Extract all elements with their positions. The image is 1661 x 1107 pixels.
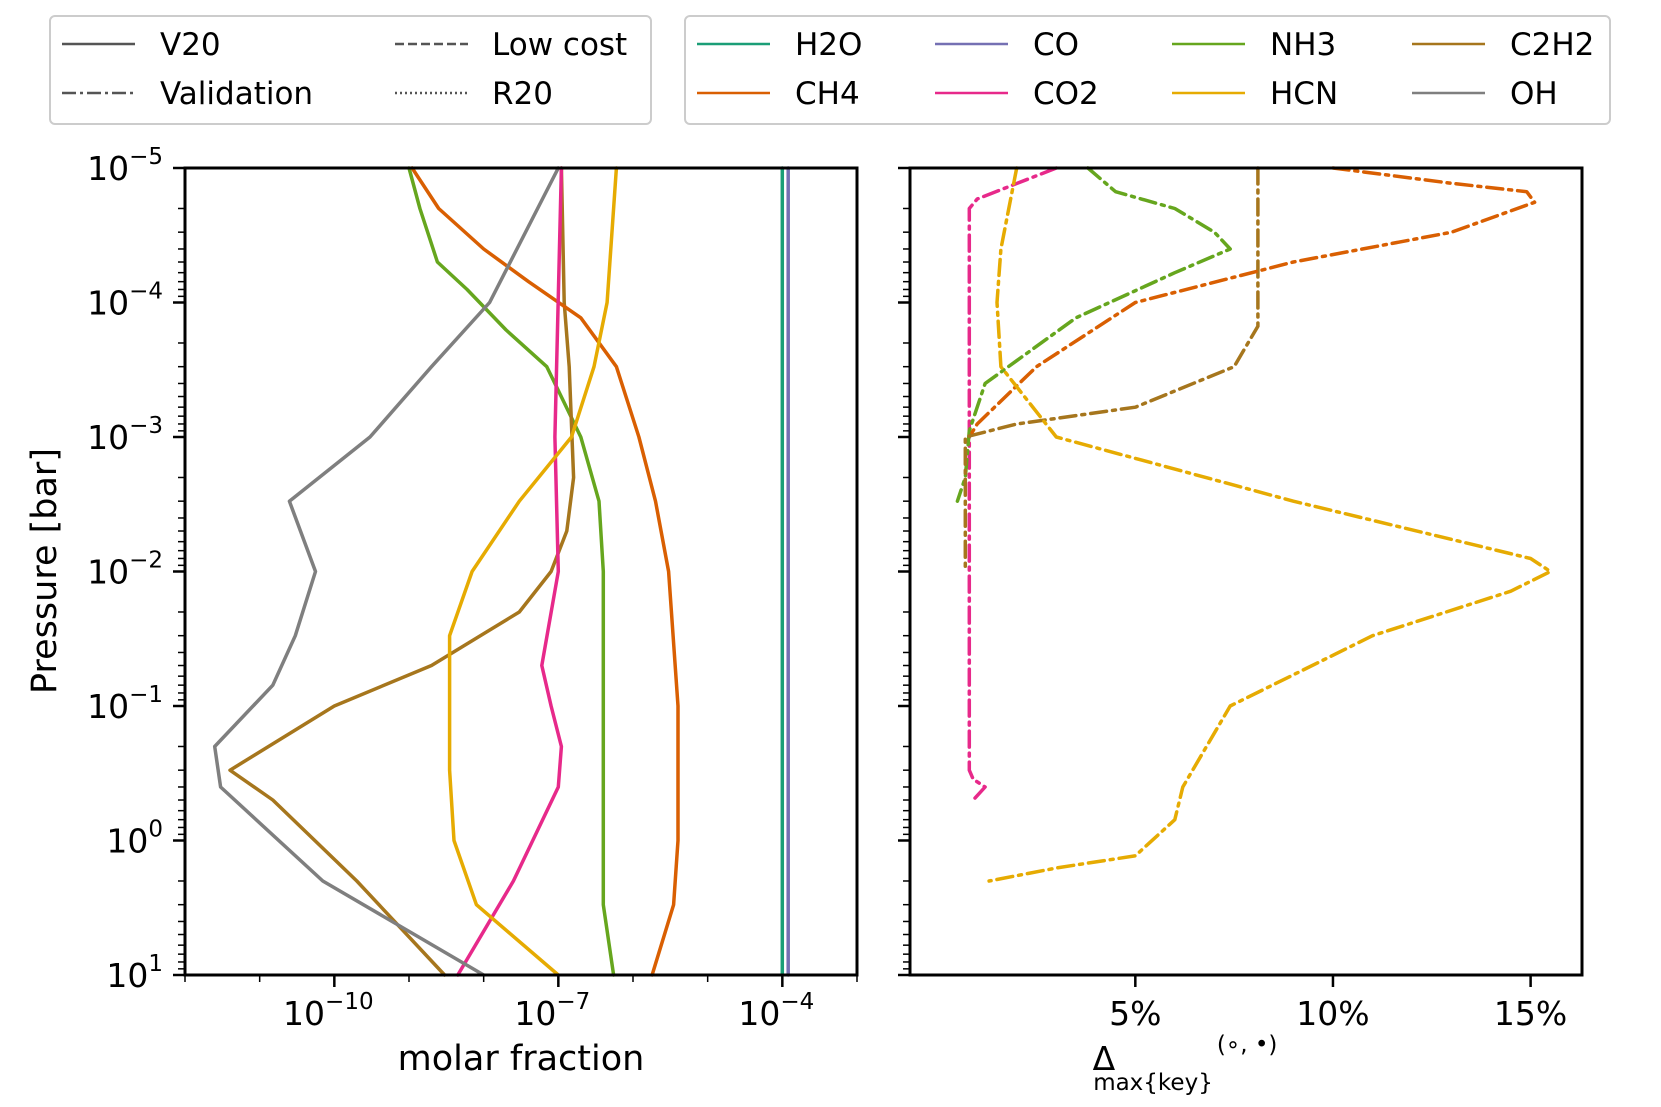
left-plot-frame: [183, 166, 859, 977]
left-x-ticks: 10−10 10−7 10−4: [184, 975, 858, 1033]
legend-species-frame: [684, 15, 1611, 125]
right-series-ch4: [967, 166, 1537, 439]
left-x-axis-label: molar fraction: [398, 1039, 645, 1079]
tick-mantissa: 10: [87, 418, 129, 457]
tick-exponent: −4: [129, 279, 163, 305]
right-y-ticks: [898, 166, 910, 977]
legend-species: H2O CO NH3 C2H2 CH4 CO2 HCN OH: [684, 15, 1611, 125]
left-x-tick-label: 10−4: [738, 989, 814, 1033]
tick-exponent: −10: [325, 989, 374, 1015]
legend-label-r20: R20: [492, 76, 553, 112]
right-x-tick-label: 5%: [1109, 994, 1161, 1033]
tick-exponent: 0: [148, 817, 163, 843]
right-x-label-sub: max{key}: [1093, 1070, 1213, 1096]
right-x-tick-label: 15%: [1494, 994, 1567, 1033]
left-series-ch4: [410, 166, 680, 977]
tick-exponent: 1: [148, 951, 163, 977]
left-series-group: [212, 166, 790, 977]
left-y-tick-label: 10−3: [87, 413, 163, 457]
legend-label-co: CO: [1033, 27, 1079, 63]
right-series-group: [955, 166, 1553, 883]
legend-label-validation: Validation: [160, 76, 313, 112]
legend-label-c2h2: C2H2: [1510, 27, 1594, 63]
right-series-nh3: [955, 166, 1232, 503]
right-x-label-sup: (∘, •): [1217, 1032, 1278, 1058]
left-y-tick-label: 10−2: [87, 548, 163, 592]
left-series-hcn: [447, 166, 619, 977]
tick-mantissa: 10: [87, 284, 129, 323]
left-x-tick-label: 10−7: [514, 989, 590, 1033]
legend-label-oh: OH: [1510, 76, 1558, 112]
left-y-tick-label: 10−4: [87, 279, 163, 323]
left-series-nh3: [407, 166, 616, 977]
tick-mantissa: 10: [514, 994, 556, 1033]
left-y-tick-label: 10−1: [87, 682, 163, 726]
tick-exponent: −7: [556, 989, 590, 1015]
tick-mantissa: 10: [87, 687, 129, 726]
legend-label-nh3: NH3: [1270, 27, 1336, 63]
tick-mantissa: 10: [738, 994, 780, 1033]
left-y-tick-label: 10−5: [87, 144, 163, 188]
left-y-tick-label: 101: [106, 951, 163, 995]
tick-mantissa: 10: [106, 956, 148, 995]
left-y-axis-label: Pressure [bar]: [25, 448, 65, 694]
legend-styles: V20 Low cost Validation R20: [49, 15, 652, 125]
right-x-tick-label: 10%: [1296, 994, 1369, 1033]
right-series-co2: [967, 166, 1059, 802]
tick-mantissa: 10: [87, 553, 129, 592]
left-series-c2h2: [228, 166, 576, 977]
legend-label-h2o: H2O: [795, 27, 862, 63]
legend-label-hcn: HCN: [1270, 76, 1338, 112]
right-x-label-main: Δ: [1093, 1039, 1116, 1078]
right-x-ticks: 5% 10% 15%: [1109, 975, 1567, 1033]
legend-label-lowcost: Low cost: [492, 27, 627, 63]
legend-label-ch4: CH4: [795, 76, 860, 112]
legend-label-v20: V20: [160, 27, 221, 63]
tick-exponent: −1: [129, 682, 163, 708]
left-series-oh: [212, 166, 561, 977]
tick-exponent: −3: [129, 413, 163, 439]
tick-mantissa: 10: [283, 994, 325, 1033]
legend-styles-frame: [49, 15, 652, 125]
right-series-c2h2: [963, 166, 1260, 574]
legend-label-co2: CO2: [1033, 76, 1099, 112]
tick-exponent: −5: [129, 144, 163, 170]
tick-mantissa: 10: [87, 149, 129, 188]
left-y-tick-label: 100: [106, 817, 163, 861]
tick-exponent: −2: [129, 548, 163, 574]
tick-mantissa: 10: [106, 822, 148, 861]
left-series-co2: [456, 166, 564, 977]
right-plot-frame: [908, 166, 1584, 977]
right-series-hcn: [987, 166, 1553, 883]
tick-exponent: −4: [780, 989, 814, 1015]
left-x-tick-label: 10−10: [283, 989, 374, 1033]
